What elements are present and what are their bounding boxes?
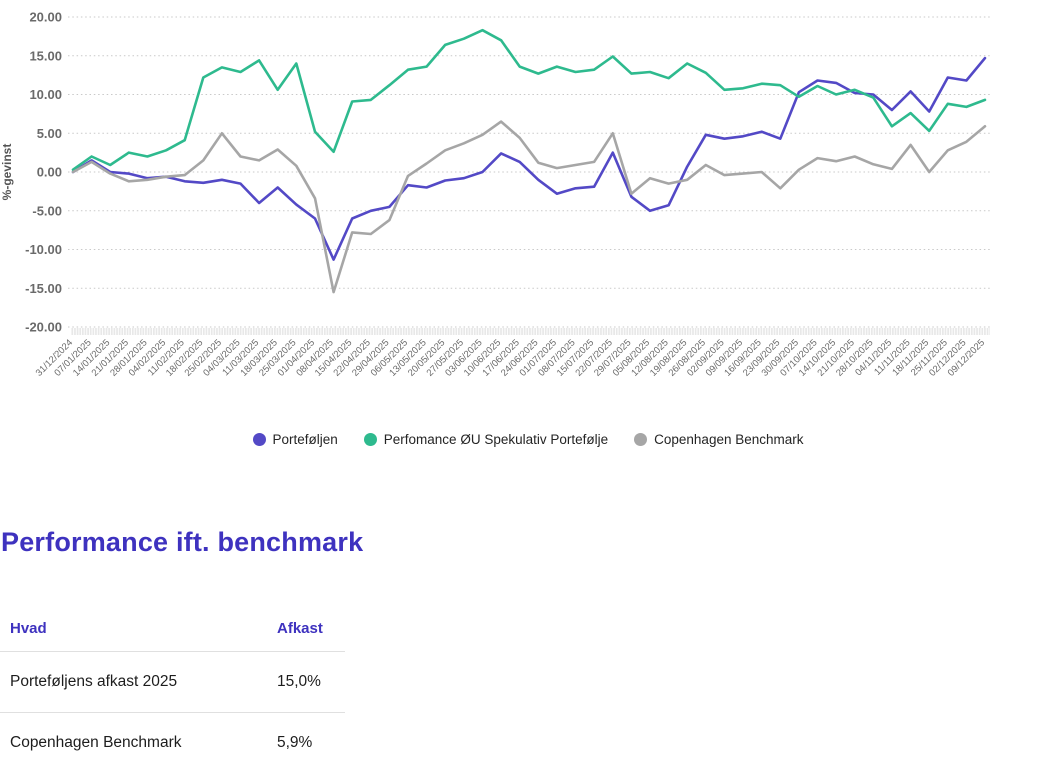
y-axis-title: %-gevinst (0, 144, 14, 201)
series-copenhagen-benchmark-line (73, 122, 985, 293)
legend-dot-icon (364, 433, 377, 446)
table-row: Porteføljens afkast 2025 15,0% (0, 652, 345, 713)
row-value: 5,9% (267, 713, 345, 773)
performance-line-chart: 20.00 15.00 10.00 5.00 0.00 -5.00 -10.00 -15.00… (0, 0, 1056, 420)
row-label: Copenhagen Benchmark (0, 713, 267, 773)
legend-item-ou-spekulativ[interactable]: Perfomance ØU Spekulativ Portefølje (364, 432, 608, 447)
table-header-afkast: Afkast (267, 612, 345, 652)
y-axis-tick-label: 10.00 (29, 87, 62, 102)
y-axis-tick-label: -10.00 (25, 242, 62, 257)
y-axis-tick-label: -20.00 (25, 320, 62, 335)
y-axis-tick-label: -5.00 (32, 203, 62, 218)
legend-item-label: Porteføljen (273, 432, 338, 447)
legend-dot-icon (253, 433, 266, 446)
legend-item-label: Copenhagen Benchmark (654, 432, 803, 447)
y-axis-tick-label: 0.00 (37, 165, 62, 180)
y-axis-tick-label: 15.00 (29, 48, 62, 63)
row-value: 15,0% (267, 652, 345, 713)
section-title: Performance ift. benchmark (1, 527, 363, 558)
y-axis-tick-label: 5.00 (37, 126, 62, 141)
table-header-hvad: Hvad (0, 612, 267, 652)
legend-item-portefoljen[interactable]: Porteføljen (253, 432, 338, 447)
legend-item-copenhagen-benchmark[interactable]: Copenhagen Benchmark (634, 432, 803, 447)
y-axis-tick-label: -15.00 (25, 281, 62, 296)
table-row: Copenhagen Benchmark 5,9% (0, 713, 345, 773)
table-header-row: Hvad Afkast (0, 612, 345, 652)
row-label: Porteføljens afkast 2025 (0, 652, 267, 713)
legend-item-label: Perfomance ØU Spekulativ Portefølje (384, 432, 608, 447)
performance-table: Hvad Afkast Porteføljens afkast 2025 15,… (0, 612, 345, 773)
y-axis-tick-label: 20.00 (29, 10, 62, 25)
chart-canvas: 20.00 15.00 10.00 5.00 0.00 -5.00 -10.00 -15.00… (0, 0, 1056, 420)
legend-dot-icon (634, 433, 647, 446)
chart-legend: Porteføljen Perfomance ØU Spekulativ Por… (0, 432, 1056, 447)
